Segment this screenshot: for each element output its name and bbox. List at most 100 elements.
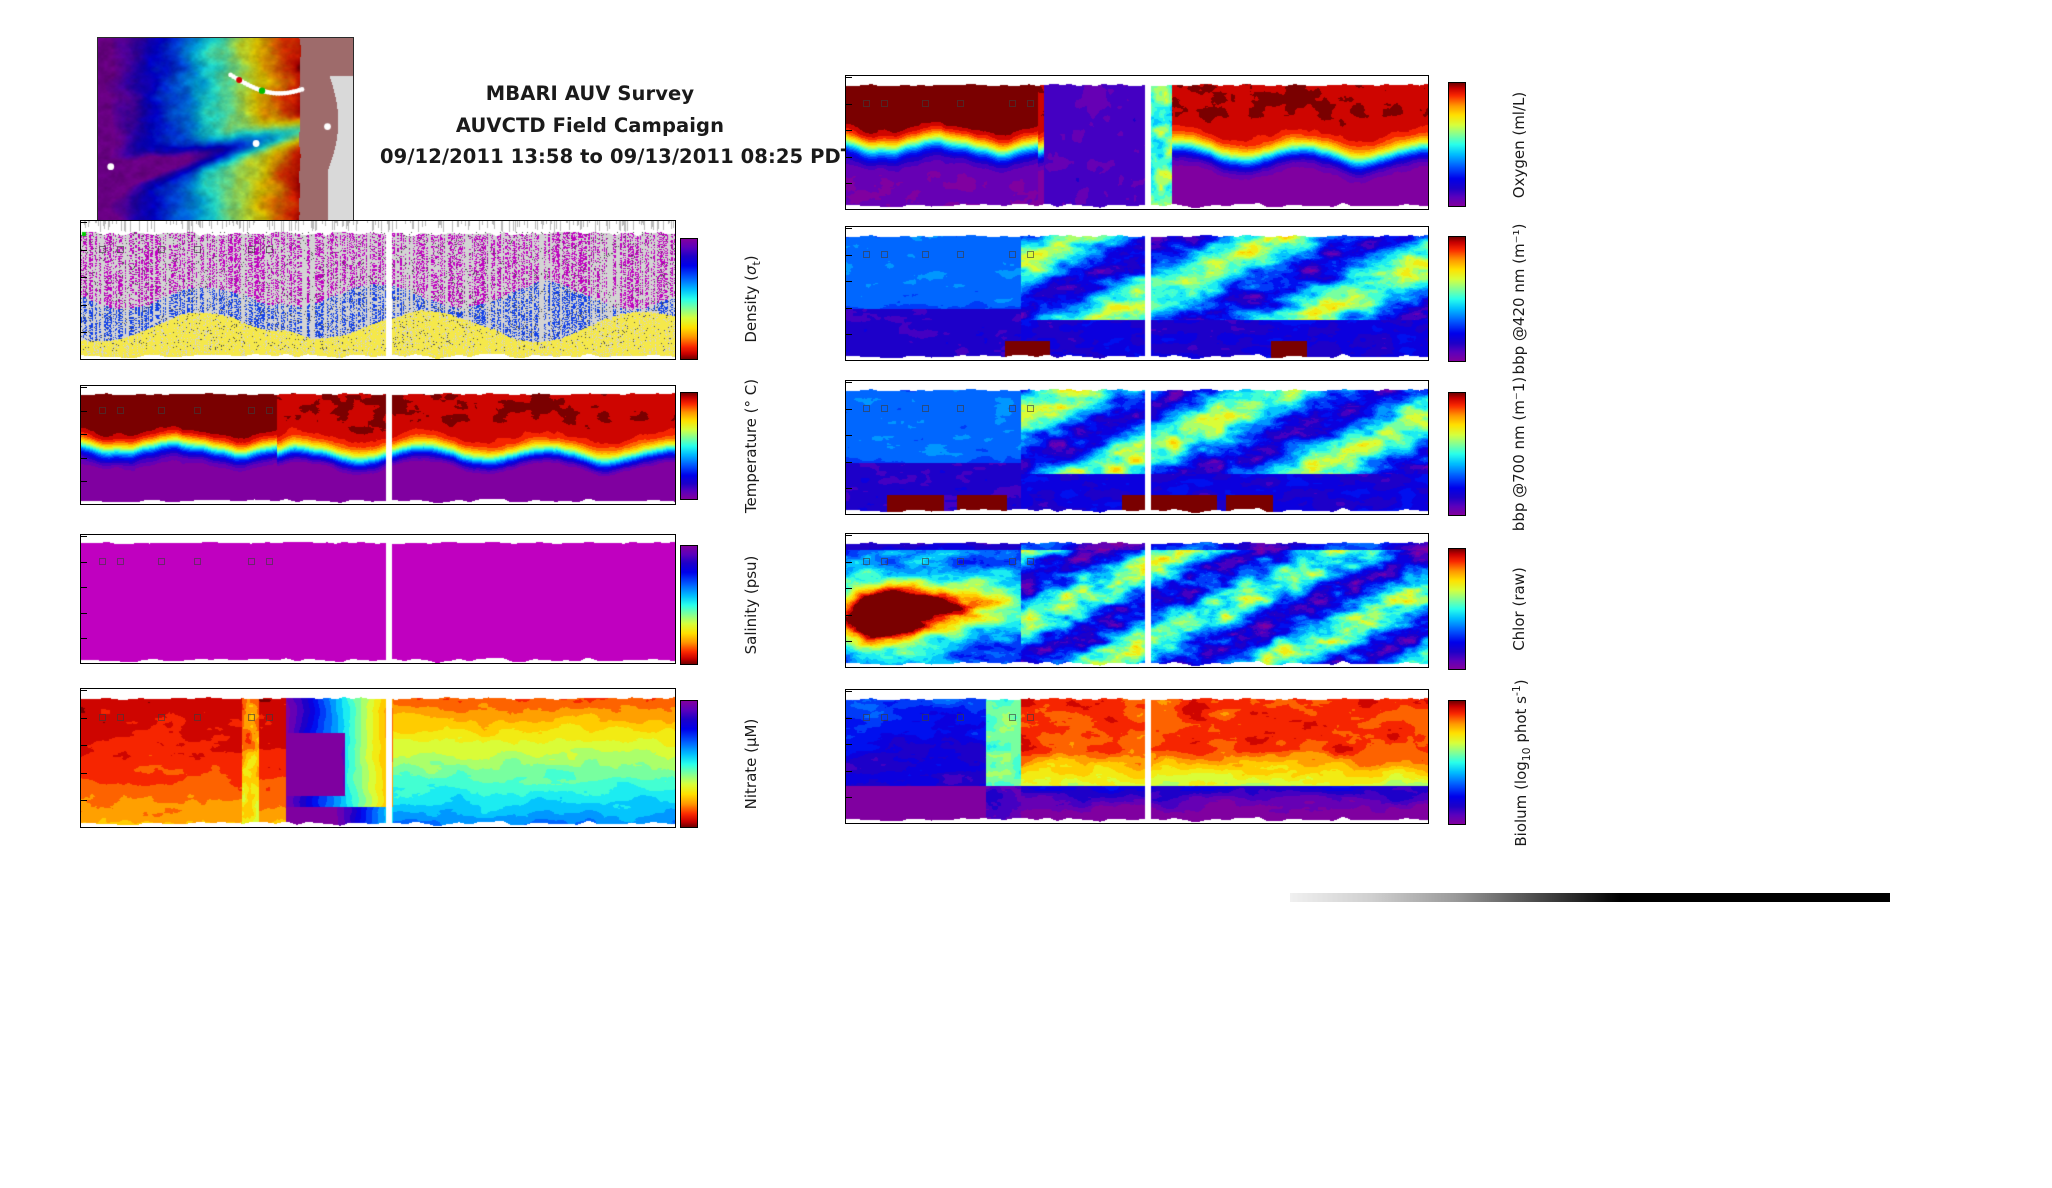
waypoint-marker [194,557,202,565]
depth-tick [81,222,87,223]
plot-area-bbp700[interactable] [845,380,1429,515]
waypoint-marker [1009,404,1017,412]
depth-tick [81,690,87,691]
title-line-2: AUVCTD Field Campaign [455,113,725,137]
waypoint-marker [247,557,255,565]
panel-chlor [845,533,1429,668]
waypoint-marker [956,99,964,107]
colorbar-title-chlor: Chlor (raw) [1510,567,1528,651]
plot-area-density[interactable] [80,220,676,360]
colorbar-gradient-biolum [1449,701,1465,824]
depth-tick [846,614,852,616]
waypoint-marker [116,407,124,414]
colorbar-gradient-bbp420 [1449,237,1465,361]
panel-nitrate [80,688,676,828]
waypoint-marker [956,404,964,412]
waypoint-marker [921,250,929,258]
waypoint-marker [1026,404,1034,412]
depth-tick [81,612,87,614]
waypoint-marker [921,713,929,721]
waypoint-marker [116,245,124,253]
depth-tick [81,304,87,306]
waypoint-marker [863,99,871,107]
colorbar-gradient-salinity [681,546,697,664]
waypoint-marker [98,245,106,253]
plot-area-biolum[interactable] [845,689,1429,824]
waypoint-marker [956,250,964,258]
section-canvas-bbp700 [846,381,1428,514]
waypoint-marker [1009,99,1017,107]
waypoint-marker [921,99,929,107]
waypoint-marker [956,713,964,721]
panel-density [80,220,676,360]
depth-tick [846,641,852,643]
depth-tick [81,387,87,388]
plot-area-salinity[interactable] [80,534,676,664]
waypoint-marker [98,713,106,721]
waypoint-marker [880,557,888,565]
plot-area-bbp420[interactable] [845,226,1429,361]
waypoint-marker [1026,99,1034,107]
section-canvas-salinity [81,535,675,663]
waypoint-marker [956,557,964,565]
waypoint-marker [1026,557,1034,565]
waypoint-marker [158,407,166,414]
depth-tick [81,457,87,459]
waypoint-marker [863,557,871,565]
panel-temperature [80,385,676,505]
colorbar-title-salinity: Salinity (psu) [742,555,760,655]
colorbar-nitrate [680,700,698,828]
depth-tick [81,587,87,589]
waypoint-marker [863,713,871,721]
colorbar-chlor [1448,548,1466,670]
panel-bbp420 [845,226,1429,361]
panel-oxygen [845,75,1429,210]
waypoint-marker [921,557,929,565]
grayscale-strip [1290,893,1890,902]
waypoint-marker [98,407,106,414]
depth-tick [846,382,852,383]
colorbar-biolum [1448,700,1466,825]
depth-tick [81,249,87,251]
depth-tick [81,638,87,640]
waypoint-marker [921,404,929,412]
waypoint-marker [116,713,124,721]
waypoint-marker [98,557,106,565]
depth-tick [81,772,87,774]
depth-tick [846,281,852,283]
depth-tick [846,744,852,746]
plot-area-nitrate[interactable] [80,688,676,828]
depth-tick [81,410,87,412]
depth-tick [846,254,852,256]
panel-biolum [845,689,1429,824]
plot-area-oxygen[interactable] [845,75,1429,210]
colorbar-gradient-density [681,239,697,359]
colorbar-density [680,238,698,360]
waypoint-marker [158,245,166,253]
colorbar-title-temperature: Temperature (° C) [742,378,760,514]
depth-tick [846,797,852,799]
depth-tick [81,745,87,747]
depth-tick [81,800,87,802]
plot-area-chlor[interactable] [845,533,1429,668]
waypoint-marker [247,713,255,721]
depth-tick [846,307,852,309]
figure-title: MBARI AUV Survey AUVCTD Field Campaign 0… [380,78,855,173]
waypoint-marker [265,245,273,253]
bathymetry-map-canvas [98,38,353,249]
depth-tick [846,488,852,490]
waypoint-marker [265,557,273,565]
plot-area-temperature[interactable] [80,385,676,505]
section-canvas-chlor [846,534,1428,667]
title-line-3: 09/12/2011 13:58 to 09/13/2011 08:25 PDT [380,145,855,169]
waypoint-marker [265,713,273,721]
waypoint-marker [1026,713,1034,721]
waypoint-marker [880,250,888,258]
depth-tick [846,717,852,719]
colorbar-bbp420 [1448,236,1466,362]
depth-tick [846,183,852,185]
depth-tick [81,561,87,563]
colorbar-gradient-oxygen [1449,83,1465,206]
colorbar-oxygen [1448,82,1466,207]
depth-tick [81,434,87,436]
